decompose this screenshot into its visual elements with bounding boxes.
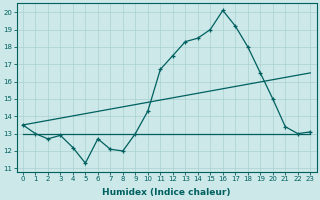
X-axis label: Humidex (Indice chaleur): Humidex (Indice chaleur) [102, 188, 231, 197]
